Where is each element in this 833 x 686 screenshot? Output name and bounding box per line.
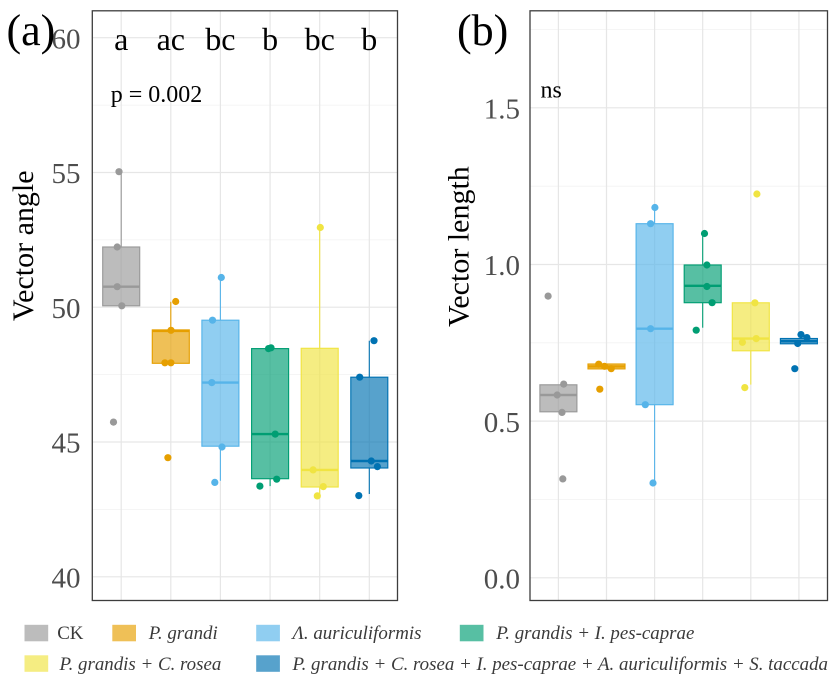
svg-text:1.5: 1.5	[484, 93, 520, 125]
svg-text:bc: bc	[205, 21, 235, 57]
svg-text:40: 40	[52, 562, 81, 594]
svg-text:55: 55	[52, 158, 81, 190]
svg-text:bc: bc	[305, 21, 335, 57]
svg-text:p = 0.002: p = 0.002	[111, 82, 203, 108]
svg-text:Vector angle: Vector angle	[7, 170, 40, 321]
svg-text:(a): (a)	[7, 6, 56, 55]
svg-text:ns: ns	[541, 78, 562, 104]
svg-text:P. grandis + C. rosea + I. pes: P. grandis + C. rosea + I. pes-caprae + …	[292, 654, 828, 675]
svg-text:Vector length: Vector length	[443, 166, 476, 327]
svg-text:0.5: 0.5	[484, 407, 520, 439]
svg-text:a: a	[114, 21, 128, 57]
svg-text:60: 60	[52, 23, 81, 55]
svg-text:P. grandis + I. pes-caprae: P. grandis + I. pes-caprae	[495, 623, 694, 644]
svg-text:CK: CK	[57, 623, 84, 644]
svg-text:1.0: 1.0	[484, 250, 520, 282]
svg-text:50: 50	[52, 293, 81, 325]
svg-text:b: b	[262, 21, 278, 57]
svg-text:b: b	[361, 21, 377, 57]
svg-text:ac: ac	[157, 21, 185, 57]
svg-text:P. grandis + C. rosea: P. grandis + C. rosea	[59, 654, 222, 675]
svg-text:P. grandi: P. grandi	[148, 623, 218, 644]
svg-text:0.0: 0.0	[484, 563, 520, 595]
svg-text:45: 45	[52, 428, 81, 460]
svg-text:(b): (b)	[457, 6, 508, 55]
svg-text:Λ. auriculiformis: Λ. auriculiformis	[291, 623, 422, 644]
